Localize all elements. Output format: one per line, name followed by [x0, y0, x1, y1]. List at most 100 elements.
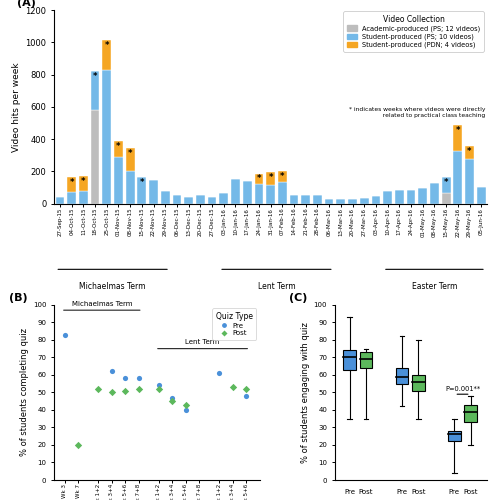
Text: Michaelmas Term: Michaelmas Term	[79, 282, 146, 291]
Point	[108, 388, 116, 396]
Bar	[91, 72, 99, 110]
Text: *: *	[140, 178, 144, 186]
Text: *: *	[93, 72, 97, 81]
Bar	[266, 172, 275, 185]
Bar	[454, 126, 462, 151]
Text: *: *	[69, 178, 74, 186]
Bar	[79, 176, 88, 192]
Bar	[360, 198, 369, 203]
Point	[74, 441, 82, 449]
Bar	[325, 200, 334, 203]
Text: (A): (A)	[17, 0, 36, 8]
Legend: Pre, Post: Pre, Post	[212, 308, 256, 340]
Text: (B): (B)	[9, 293, 28, 303]
Bar	[448, 431, 461, 442]
Bar	[184, 197, 193, 203]
Bar	[208, 197, 216, 203]
Bar	[418, 188, 427, 204]
Bar	[254, 184, 263, 204]
Point	[122, 386, 129, 394]
Point	[122, 374, 129, 382]
Bar	[67, 177, 76, 192]
Bar	[231, 178, 240, 204]
Text: (C): (C)	[289, 293, 308, 303]
Point	[108, 368, 116, 376]
Bar	[126, 148, 135, 172]
Bar	[383, 192, 392, 203]
Legend: Academic-produced (PS; 12 videos), Student-produced (PS; 10 videos), Student-pro: Academic-produced (PS; 12 videos), Stude…	[343, 12, 484, 52]
Text: *: *	[268, 173, 273, 182]
Bar	[430, 182, 439, 204]
Text: Pre: Pre	[449, 489, 460, 495]
Bar	[477, 188, 486, 204]
Text: *: *	[81, 177, 86, 186]
Bar	[301, 196, 310, 203]
Bar	[56, 197, 64, 203]
Bar	[102, 40, 111, 70]
Bar	[442, 177, 451, 193]
Bar	[348, 198, 357, 203]
Point	[215, 369, 223, 377]
Bar	[196, 194, 205, 203]
Text: Lent Term: Lent Term	[258, 282, 295, 291]
Text: *: *	[128, 148, 132, 158]
Text: Post: Post	[359, 489, 373, 495]
Point	[135, 385, 143, 393]
Point	[229, 383, 237, 391]
Bar	[266, 185, 275, 204]
Text: * indicates weeks where videos were directly
  related to practical class teachi: * indicates weeks where videos were dire…	[348, 107, 485, 118]
Point	[182, 406, 190, 414]
Text: *: *	[104, 40, 109, 50]
Bar	[126, 172, 135, 203]
Bar	[395, 190, 404, 203]
Point	[242, 392, 250, 400]
Bar	[91, 110, 99, 204]
Bar	[337, 200, 345, 203]
Text: Michaelmas Term: Michaelmas Term	[71, 300, 132, 306]
Point	[168, 397, 176, 405]
Bar	[278, 182, 287, 204]
Point	[135, 374, 143, 382]
Text: Easter Term: Easter Term	[412, 282, 457, 291]
Text: *: *	[456, 126, 460, 135]
Bar	[442, 193, 451, 203]
Bar	[406, 190, 415, 203]
Text: P=0.001**: P=0.001**	[445, 386, 480, 392]
Bar	[161, 190, 170, 203]
Bar	[465, 146, 474, 159]
Point	[182, 400, 190, 408]
Text: Post: Post	[411, 489, 426, 495]
Bar	[149, 180, 158, 204]
Point	[168, 394, 176, 402]
Text: *: *	[444, 178, 448, 186]
Y-axis label: % of students engaging with quiz: % of students engaging with quiz	[301, 322, 309, 463]
Text: Pre: Pre	[344, 489, 355, 495]
Bar	[173, 194, 182, 203]
Bar	[343, 350, 356, 370]
Bar	[396, 368, 408, 384]
Text: *: *	[116, 142, 121, 151]
Bar	[290, 194, 298, 203]
Point	[155, 385, 163, 393]
Text: *: *	[467, 147, 472, 156]
Bar	[114, 142, 123, 157]
Point	[155, 382, 163, 390]
Bar	[464, 404, 477, 422]
Bar	[219, 193, 228, 203]
Y-axis label: % of students completing quiz: % of students completing quiz	[20, 328, 29, 456]
Bar	[114, 157, 123, 204]
Text: Lent Term: Lent Term	[185, 339, 220, 345]
Bar	[102, 70, 111, 203]
Bar	[243, 181, 251, 204]
Bar	[454, 151, 462, 204]
Bar	[465, 159, 474, 204]
Bar	[137, 177, 146, 204]
Y-axis label: Video hits per week: Video hits per week	[12, 62, 21, 152]
Point	[61, 330, 69, 338]
Bar	[278, 172, 287, 182]
Text: *: *	[257, 174, 261, 184]
Bar	[79, 192, 88, 203]
Bar	[360, 352, 372, 368]
Text: *: *	[280, 172, 284, 181]
Bar	[254, 174, 263, 184]
